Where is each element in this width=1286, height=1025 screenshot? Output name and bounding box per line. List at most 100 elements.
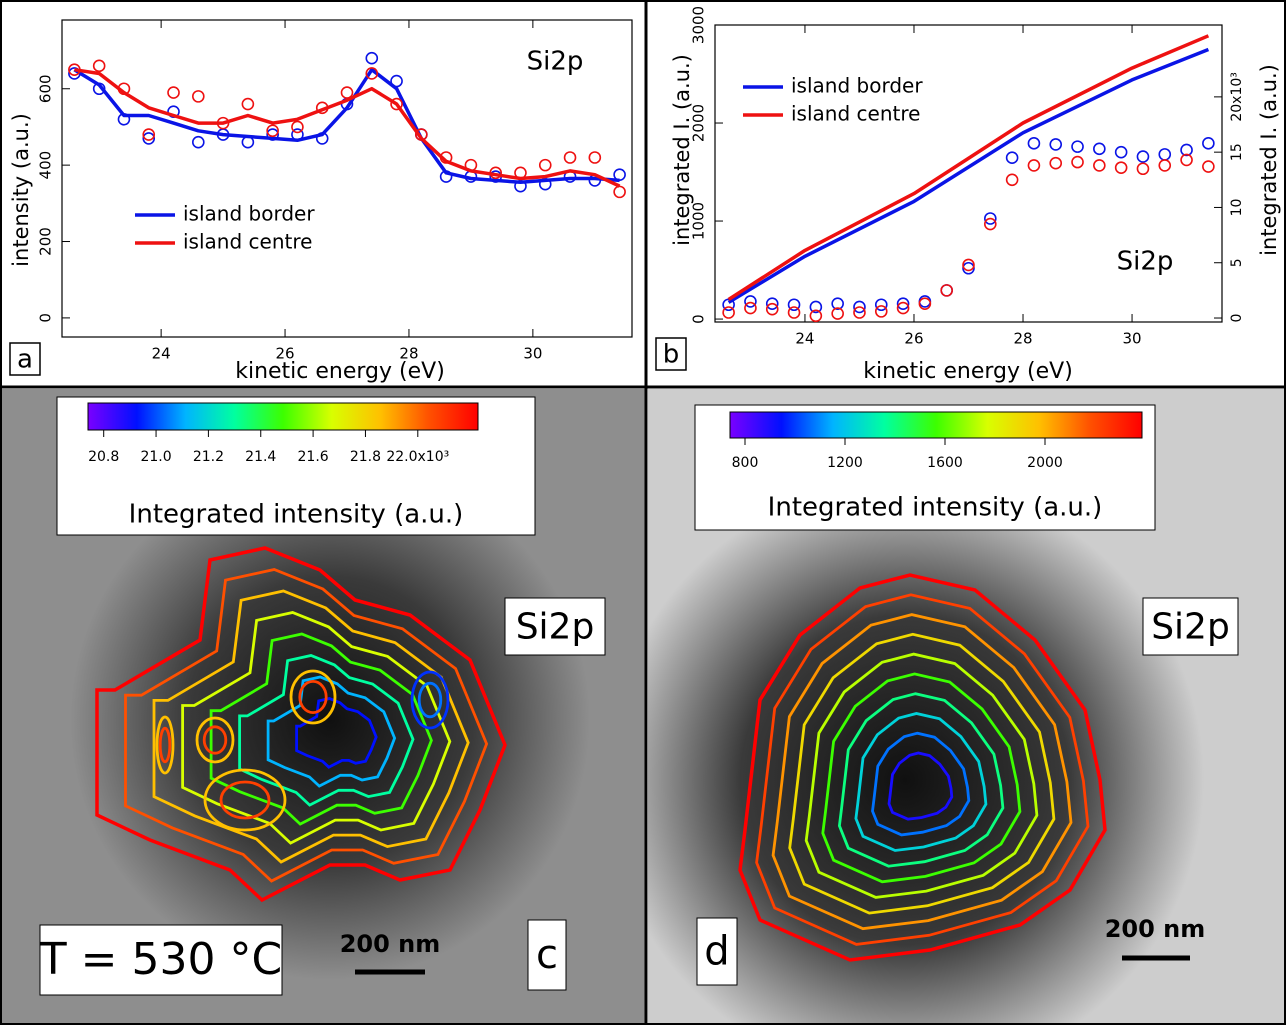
data-point: [831, 297, 844, 310]
contour: [289, 669, 337, 725]
panel-letter: c: [536, 932, 558, 978]
contour: [209, 632, 433, 826]
contour: [203, 768, 287, 832]
scalebar-label: 200 nm: [1105, 915, 1206, 943]
legend-label: island border: [791, 74, 923, 98]
legend-label: island centre: [183, 230, 312, 254]
data-point: [1071, 155, 1084, 169]
data-point: [613, 185, 626, 199]
contour: [410, 670, 450, 730]
contour: [195, 716, 235, 764]
data-point: [787, 298, 801, 312]
colorbar: [87, 402, 479, 431]
data-point: [962, 261, 975, 275]
data-point: [1049, 156, 1063, 170]
y-tick-label: 200: [37, 227, 55, 256]
data-point: [588, 151, 602, 164]
temperature-label: T = 530 °C: [39, 934, 282, 985]
contour: [219, 780, 271, 820]
y-tick-label: 3000: [690, 6, 708, 44]
data-point: [765, 302, 779, 316]
y-tick-label: 2000: [690, 104, 708, 142]
contour: [181, 611, 452, 845]
contour: [124, 568, 489, 883]
data-point: [1180, 153, 1193, 167]
data-point: [1136, 162, 1150, 176]
colorbar: [729, 411, 1143, 439]
annotation: Si2p: [516, 607, 595, 648]
y2-tick-label: 10: [1229, 199, 1245, 217]
colorbar-tick-label: 2000: [1027, 455, 1063, 471]
data-point: [1136, 150, 1150, 163]
colorbar-tick-label: 21.8: [350, 449, 381, 465]
panel-letter: b: [663, 340, 680, 370]
data-point: [1093, 142, 1106, 156]
y-axis-label: intensity (a.u.): [9, 113, 33, 267]
fit-line: [73, 67, 620, 185]
data-point: [1027, 137, 1041, 150]
y-tick-label: 1000: [690, 202, 708, 240]
data-point: [1093, 159, 1106, 172]
temperature-box: [39, 924, 283, 996]
fit-line: [727, 34, 1210, 301]
contour: [788, 632, 1056, 915]
scalebar-label: 200 nm: [340, 930, 441, 958]
data-point: [92, 59, 106, 73]
fit-line: [74, 67, 621, 188]
data-point: [984, 212, 997, 225]
data-point: [1202, 160, 1215, 173]
contour: [298, 680, 328, 715]
contour: [755, 593, 1090, 946]
y-tick-label: 0: [37, 313, 55, 323]
legend-label: island border: [183, 202, 315, 226]
panel-letter-box: [527, 919, 567, 991]
y2-tick-label: 0: [1229, 314, 1245, 323]
data-point: [365, 67, 379, 80]
contour: [771, 613, 1073, 931]
colorbar-tick-label: 21.2: [193, 449, 224, 465]
contour: [202, 725, 228, 755]
panel-letter-box: [655, 337, 687, 371]
data-point: [831, 307, 844, 320]
contour: [158, 726, 172, 764]
colorbar-tick-label: 1200: [827, 455, 863, 471]
annotation: Si2p: [1117, 247, 1174, 277]
colorbar-tick-label: 1600: [927, 455, 963, 471]
data-point: [1049, 138, 1063, 151]
x-tick-label: 24: [795, 330, 814, 348]
data-point: [1180, 143, 1193, 157]
data-point: [1071, 140, 1084, 153]
y2-tick-label: 15: [1229, 143, 1245, 161]
x-tick-label: 30: [1123, 330, 1142, 348]
data-point: [241, 97, 255, 111]
colorbar-tick-label: 800: [732, 455, 759, 471]
contour: [821, 672, 1022, 884]
colorbar-tick-label: 22.0x10³: [386, 449, 449, 465]
data-point: [896, 297, 910, 310]
data-point: [744, 301, 757, 315]
data-point: [563, 151, 577, 164]
data-point: [809, 300, 823, 314]
y-axis-label: integrated I. (a.u.): [670, 54, 694, 246]
y-tick-label: 600: [37, 74, 55, 103]
x-tick-label: 28: [399, 345, 418, 363]
data-point: [1114, 145, 1128, 159]
y-tick-label: 0: [690, 314, 708, 324]
plot-frame: [61, 19, 633, 338]
colorbar-tick-label: 21.6: [298, 449, 329, 465]
data-point: [765, 297, 779, 310]
data-point: [266, 124, 279, 138]
panel-letter-box: [696, 917, 738, 986]
data-point: [390, 97, 403, 111]
contour: [152, 589, 470, 864]
data-point: [874, 305, 888, 318]
x-tick-label: 26: [275, 345, 294, 363]
colorbar-label: Integrated intensity (a.u.): [129, 500, 464, 530]
contour: [95, 546, 507, 903]
colorbar-tick-label: 20.8: [88, 449, 119, 465]
data-point: [962, 258, 975, 272]
annotation-box: [504, 597, 606, 656]
data-point: [744, 295, 757, 308]
y-tick-label: 400: [37, 151, 55, 180]
